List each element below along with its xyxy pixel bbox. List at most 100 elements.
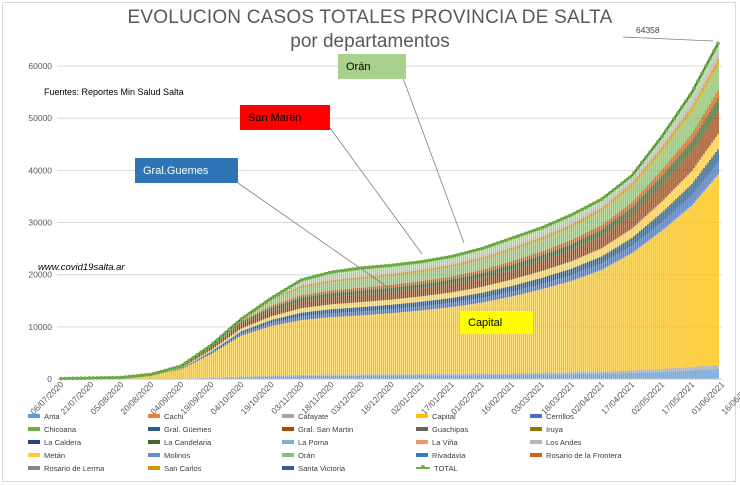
bar-segment [623,213,625,221]
bar-segment [635,234,637,243]
bar-segment [633,370,635,373]
bar-segment [338,292,341,297]
bar-segment [476,258,479,262]
bar-segment [204,351,206,354]
bar-segment [703,90,705,114]
bar-segment [557,226,559,231]
bar-segment [603,373,605,379]
bar-segment [328,313,331,318]
bar-segment [601,269,603,372]
bar-segment [651,369,653,373]
bar-segment [358,375,361,379]
bar-segment [440,373,443,376]
bar-segment [649,152,651,157]
bar-segment [532,257,535,263]
bar-segment [400,375,403,379]
bar-segment [446,265,449,268]
bar-segment [659,203,661,215]
bar-segment [573,248,575,261]
bar-segment [180,368,182,369]
bar-segment [659,371,661,379]
bar-segment [408,302,411,308]
bar-segment [436,373,439,376]
bar-segment [320,274,323,281]
bar-segment [396,264,399,271]
bar-segment [266,376,269,379]
bar-segment [711,365,713,370]
bar-segment [396,290,399,299]
bar-segment [550,251,553,257]
bar-segment [506,262,509,266]
bar-segment [394,312,397,375]
total-marker [531,228,536,233]
bar-segment [550,374,553,379]
bar-segment [502,281,505,288]
total-marker [315,273,320,278]
bar-segment [653,369,655,373]
bar-segment [583,371,585,374]
bar-segment [607,259,609,267]
bar-segment [482,297,485,303]
bar-segment [530,240,533,244]
bar-segment [418,284,421,289]
bar-segment [174,368,176,370]
bar-segment [655,158,657,177]
bar-segment [683,370,685,379]
total-marker [527,230,532,234]
bar-segment [681,193,683,205]
total-marker [179,364,183,368]
bar-segment [464,300,467,305]
bar-segment [240,322,243,325]
bar-segment [707,186,709,366]
legend-item: Rosario de la Frontera [530,449,622,461]
bar-segment [426,271,429,281]
bar-segment [454,255,457,262]
bar-segment [390,271,393,274]
bar-segment [621,251,623,259]
bar-segment [432,282,435,287]
bar-segment [300,301,303,309]
bar-segment [567,281,569,373]
bar-segment [310,299,313,307]
bar-segment [583,217,585,221]
bar-segment [633,184,635,201]
bar-segment [264,310,267,314]
bar-segment [456,301,459,307]
bar-segment [659,139,661,145]
bar-segment [460,290,463,297]
bar-segment [362,374,365,376]
bar-segment [516,245,519,249]
bar-segment [701,170,703,183]
bar-segment [304,375,307,379]
bar-segment [675,209,677,219]
bar-segment [675,127,677,134]
bar-segment [328,293,331,298]
bar-segment [424,305,427,310]
bar-segment [334,308,337,314]
bar-segment [530,237,533,241]
bar-segment [298,308,301,314]
bar-segment [661,136,663,143]
bar-segment [220,377,222,379]
bar-segment [310,306,313,312]
bar-segment [380,300,383,306]
bar-segment [338,289,341,293]
bar-segment [442,293,445,299]
bar-segment [268,326,271,376]
bar-segment [637,175,639,180]
bar-segment [224,377,226,379]
bar-segment [346,295,349,304]
bar-segment [320,375,323,379]
bar-segment [252,316,255,319]
bar-segment [542,283,545,289]
bar-segment [484,285,487,292]
bar-segment [368,306,371,311]
bar-segment [364,315,367,375]
bar-segment [536,290,539,373]
bar-segment [647,159,649,164]
bar-segment [577,272,579,279]
bar-segment [619,373,621,379]
bar-segment [685,108,687,115]
bar-segment [701,124,703,136]
bar-segment [396,374,399,376]
